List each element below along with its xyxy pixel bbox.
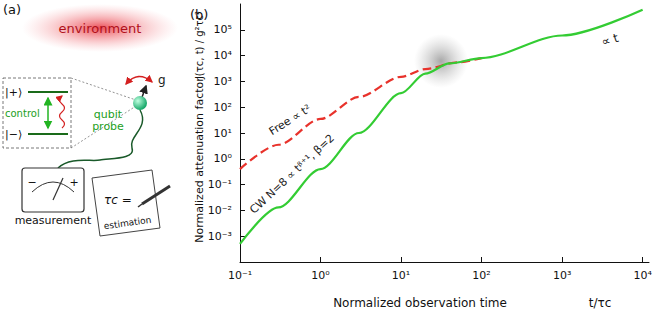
svg-text:10²: 10²: [472, 269, 490, 282]
svg-text:(a): (a): [3, 2, 21, 17]
svg-text:10⁴: 10⁴: [214, 49, 233, 62]
svg-text:10⁰: 10⁰: [214, 152, 233, 165]
svg-text:10²: 10²: [214, 101, 232, 114]
svg-text:qubit: qubit: [93, 108, 123, 121]
svg-text:10³: 10³: [553, 269, 571, 282]
svg-text:τc =: τc =: [104, 193, 132, 207]
svg-text:−: −: [27, 176, 36, 189]
svg-text:control: control: [5, 108, 40, 119]
svg-text:t/τc: t/τc: [589, 296, 612, 310]
svg-text:estimation: estimation: [103, 215, 152, 232]
svg-text:CW N=8 ∝ tᵝ⁺¹, β=2: CW N=8 ∝ tᵝ⁺¹, β=2: [247, 132, 337, 217]
svg-text:10⁻³: 10⁻³: [208, 230, 232, 243]
svg-text:10¹: 10¹: [392, 269, 410, 282]
svg-text:10⁴: 10⁴: [633, 269, 652, 282]
svg-text:g: g: [158, 73, 166, 87]
svg-text:probe: probe: [92, 120, 124, 133]
svg-text:10¹: 10¹: [214, 127, 232, 140]
svg-text:|−⟩: |−⟩: [5, 128, 22, 141]
svg-text:+: +: [69, 176, 78, 189]
svg-text:Free ∝ t²: Free ∝ t²: [267, 102, 314, 138]
svg-text:∝ t: ∝ t: [600, 31, 621, 49]
svg-text:10⁻²: 10⁻²: [208, 204, 232, 217]
svg-text:Normalized observation time: Normalized observation time: [333, 296, 507, 310]
svg-text:measurement: measurement: [15, 214, 92, 227]
svg-text:Normalized attenuation factor: Normalized attenuation factor: [193, 77, 206, 243]
svg-text:environment: environment: [59, 21, 142, 36]
svg-text:|+⟩: |+⟩: [5, 86, 22, 99]
svg-text:10⁰: 10⁰: [311, 269, 330, 282]
svg-text:10³: 10³: [214, 75, 232, 88]
svg-text:10⁵: 10⁵: [214, 23, 232, 36]
svg-text:10⁻¹: 10⁻¹: [228, 269, 252, 282]
svg-text:10⁻¹: 10⁻¹: [208, 178, 232, 191]
svg-text:J(τc, t) / g²τc²: J(τc, t) / g²τc²: [194, 11, 205, 80]
